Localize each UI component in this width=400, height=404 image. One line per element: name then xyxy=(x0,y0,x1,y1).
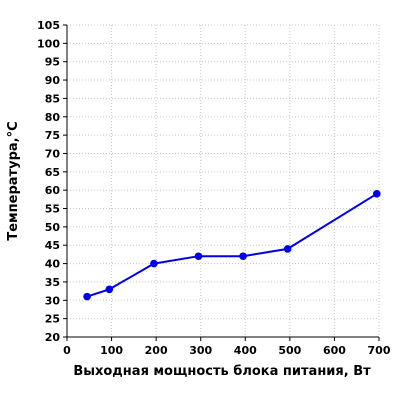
x-tick-label: 200 xyxy=(145,344,168,357)
data-point xyxy=(372,190,381,198)
x-tick-labels: 0 100 200 300 400 500 600 700 xyxy=(63,344,391,357)
y-tick-label: 30 xyxy=(45,294,61,307)
x-tick-label: 0 xyxy=(63,344,71,357)
data-point xyxy=(83,292,91,301)
y-tick-label: 80 xyxy=(45,111,61,124)
y-tick-label: 65 xyxy=(45,166,60,179)
y-tick-label: 70 xyxy=(45,147,61,160)
data-point xyxy=(194,252,203,261)
data-point xyxy=(283,245,292,253)
x-tick-label: 300 xyxy=(189,344,212,357)
y-tick-label: 100 xyxy=(37,37,60,50)
x-tick-label: 700 xyxy=(368,344,391,357)
data-point xyxy=(150,259,158,268)
y-tick-label: 20 xyxy=(45,331,61,344)
y-tick-label: 105 xyxy=(37,19,60,32)
x-axis-title: Выходная мощность блока питания, Вт xyxy=(73,364,371,379)
data-series xyxy=(83,190,381,301)
axes xyxy=(63,24,380,341)
y-tick-label: 25 xyxy=(45,313,60,326)
y-axis-title: Температура,°C xyxy=(6,121,21,240)
y-tick-label: 35 xyxy=(45,276,60,289)
data-point xyxy=(239,252,247,261)
grid-lines xyxy=(66,24,380,338)
y-tick-label: 60 xyxy=(45,184,61,197)
y-tick-label: 55 xyxy=(45,203,60,216)
y-tick-labels: 20 25 30 35 40 45 50 55 60 65 70 75 80 85 90 95 100 105 xyxy=(37,19,60,344)
x-tick-label: 100 xyxy=(100,344,123,357)
y-tick-label: 95 xyxy=(45,56,60,69)
y-tick-label: 75 xyxy=(45,129,60,142)
y-tick-label: 45 xyxy=(45,239,60,252)
data-point xyxy=(105,285,114,294)
y-tick-label: 50 xyxy=(45,221,61,234)
x-tick-label: 400 xyxy=(234,344,257,357)
x-tick-label: 500 xyxy=(278,344,301,357)
y-tick-label: 85 xyxy=(45,92,60,105)
y-tick-label: 90 xyxy=(45,74,61,87)
x-tick-label: 600 xyxy=(323,344,346,357)
y-tick-label: 40 xyxy=(45,258,61,271)
